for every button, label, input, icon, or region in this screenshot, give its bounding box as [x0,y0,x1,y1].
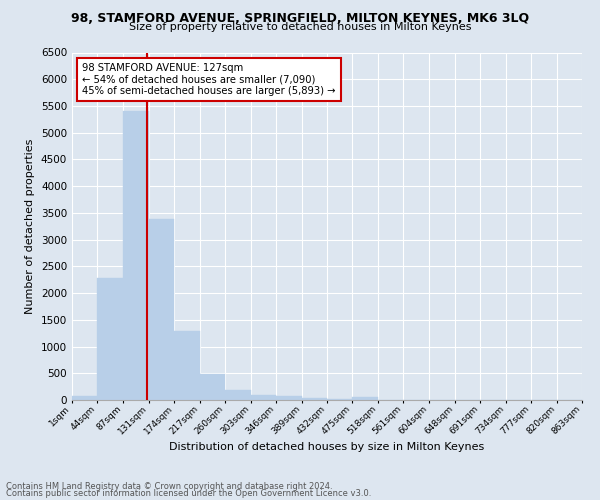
Bar [276,396,302,400]
Bar [149,220,175,400]
Y-axis label: Number of detached properties: Number of detached properties [25,138,35,314]
Text: Size of property relative to detached houses in Milton Keynes: Size of property relative to detached ho… [129,22,471,32]
Bar [302,398,327,400]
Bar [225,390,251,400]
Bar [123,112,149,400]
X-axis label: Distribution of detached houses by size in Milton Keynes: Distribution of detached houses by size … [169,442,485,452]
Bar [352,397,378,400]
Text: Contains HM Land Registry data © Crown copyright and database right 2024.: Contains HM Land Registry data © Crown c… [6,482,332,491]
Text: Contains public sector information licensed under the Open Government Licence v3: Contains public sector information licen… [6,490,371,498]
Bar [97,278,123,400]
Bar [175,331,200,400]
Bar [251,394,276,400]
Bar [200,374,225,400]
Bar [72,396,97,400]
Text: 98 STAMFORD AVENUE: 127sqm
← 54% of detached houses are smaller (7,090)
45% of s: 98 STAMFORD AVENUE: 127sqm ← 54% of deta… [82,63,336,96]
Text: 98, STAMFORD AVENUE, SPRINGFIELD, MILTON KEYNES, MK6 3LQ: 98, STAMFORD AVENUE, SPRINGFIELD, MILTON… [71,12,529,26]
